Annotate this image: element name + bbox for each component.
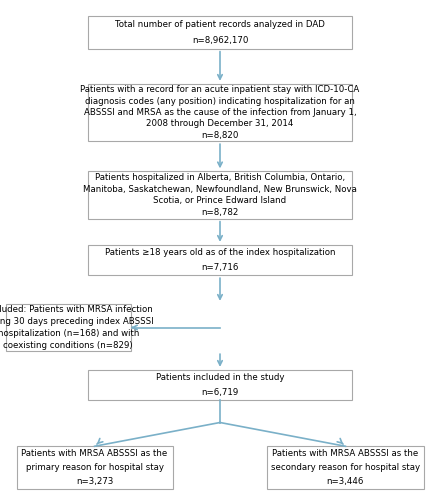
Text: n=6,719: n=6,719 [202,388,238,397]
Text: Total number of patient records analyzed in DAD: Total number of patient records analyzed… [115,20,325,29]
Text: Scotia, or Prince Edward Island: Scotia, or Prince Edward Island [154,196,286,205]
Text: during 30 days preceding index ABSSSI: during 30 days preceding index ABSSSI [0,317,154,326]
Text: Excluded: Patients with MRSA infection: Excluded: Patients with MRSA infection [0,305,153,314]
Text: secondary reason for hospital stay: secondary reason for hospital stay [271,463,420,472]
FancyBboxPatch shape [88,370,352,400]
Text: coexisting conditions (n=829): coexisting conditions (n=829) [4,341,133,350]
Text: hospitalization (n=168) and with: hospitalization (n=168) and with [0,329,139,338]
FancyBboxPatch shape [88,245,352,275]
Text: Patients hospitalized in Alberta, British Columbia, Ontario,: Patients hospitalized in Alberta, Britis… [95,172,345,182]
Text: n=8,820: n=8,820 [202,131,238,140]
Text: 2008 through December 31, 2014: 2008 through December 31, 2014 [147,120,293,128]
Text: n=7,716: n=7,716 [202,263,238,272]
Text: n=3,446: n=3,446 [327,477,364,486]
Text: primary reason for hospital stay: primary reason for hospital stay [26,463,164,472]
FancyBboxPatch shape [268,446,424,489]
Text: Patients with MRSA ABSSSI as the: Patients with MRSA ABSSSI as the [22,449,168,458]
Text: n=8,782: n=8,782 [202,208,238,218]
Text: ABSSSI and MRSA as the cause of the infection from January 1,: ABSSSI and MRSA as the cause of the infe… [84,108,356,117]
FancyBboxPatch shape [88,16,352,48]
Text: Manitoba, Saskatchewan, Newfoundland, New Brunswick, Nova: Manitoba, Saskatchewan, Newfoundland, Ne… [83,184,357,194]
Text: Patients included in the study: Patients included in the study [156,373,284,382]
Text: diagnosis codes (any position) indicating hospitalization for an: diagnosis codes (any position) indicatin… [85,96,355,106]
Text: Patients ≥18 years old as of the index hospitalization: Patients ≥18 years old as of the index h… [105,248,335,257]
Text: n=8,962,170: n=8,962,170 [192,36,248,45]
Text: Patients with a record for an acute inpatient stay with ICD-10-CA: Patients with a record for an acute inpa… [81,85,359,94]
FancyBboxPatch shape [88,171,352,219]
Text: Patients with MRSA ABSSSI as the: Patients with MRSA ABSSSI as the [272,449,418,458]
Text: n=3,273: n=3,273 [76,477,113,486]
FancyBboxPatch shape [88,84,352,141]
FancyBboxPatch shape [6,304,131,351]
FancyBboxPatch shape [17,446,172,489]
